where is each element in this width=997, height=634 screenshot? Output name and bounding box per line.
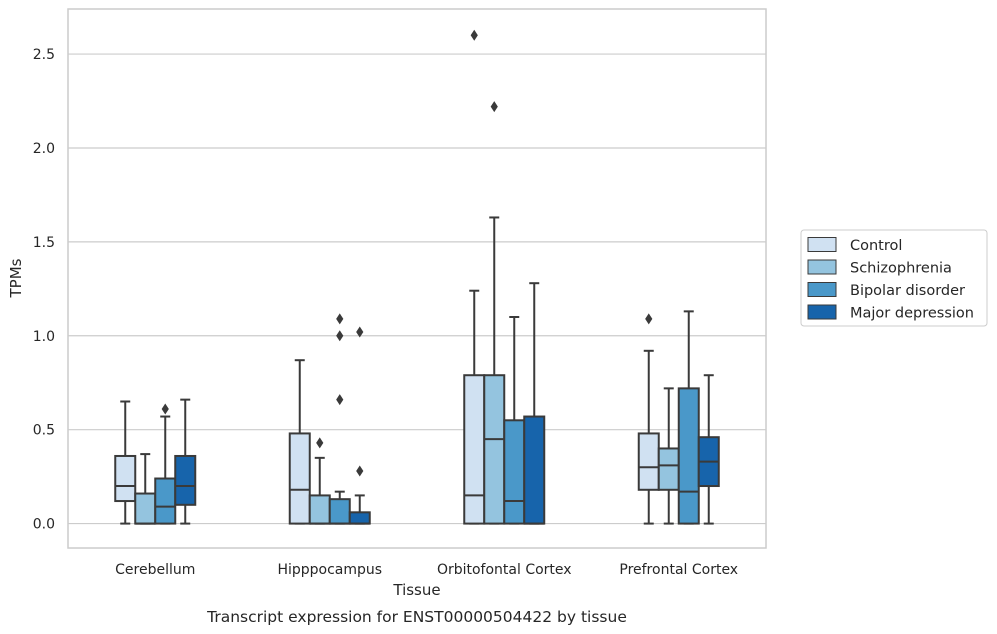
box-body xyxy=(677,387,700,525)
legend-swatch-schizophrenia xyxy=(807,259,837,275)
box-body xyxy=(503,419,526,525)
outlier-point xyxy=(161,403,169,415)
outlier-point xyxy=(336,330,344,342)
y-tick-label: 1.5 xyxy=(33,235,55,251)
box-schizophrenia-orbitofontal-cortex xyxy=(483,101,506,525)
box-major-depression-prefrontal-cortex xyxy=(697,374,720,525)
legend-swatch-bipolar-disorder xyxy=(807,282,837,297)
legend-swatch-control xyxy=(807,237,837,252)
box-body xyxy=(348,511,371,525)
box-body xyxy=(288,432,311,525)
legend-swatch-major-depression xyxy=(807,304,837,320)
box-major-depression-cerebellum xyxy=(174,398,197,525)
outlier-point xyxy=(336,394,344,406)
plot-frame xyxy=(67,8,767,549)
box-schizophrenia-prefrontal-cortex xyxy=(657,387,680,525)
box-schizophrenia-hipppocampus xyxy=(308,437,331,525)
legend: Control Schizophrenia Bipolar disorder Majo… xyxy=(800,229,988,327)
box-major-depression-orbitofontal-cortex xyxy=(523,282,546,525)
y-axis-label: TPMs xyxy=(7,258,25,298)
x-axis-label: Tissue xyxy=(392,581,440,599)
box-control-orbitofontal-cortex xyxy=(463,29,486,525)
box-schizophrenia-cerebellum xyxy=(134,453,157,525)
box-bipolar-disorder-cerebellum xyxy=(154,403,177,525)
legend-label-schizophrenia: Schizophrenia xyxy=(850,261,952,277)
y-tick-label: 2.0 xyxy=(33,141,55,157)
box-body xyxy=(114,454,137,503)
outlier-point xyxy=(356,326,364,338)
x-tick-label: Prefrontal Cortex xyxy=(619,562,738,578)
chart-caption: Transcript expression for ENST0000050442… xyxy=(206,608,627,626)
y-axis-ticks: 0.0 0.5 1.0 1.5 2.0 2.5 xyxy=(33,47,55,533)
box-body xyxy=(463,374,486,525)
box-control-prefrontal-cortex xyxy=(637,313,660,525)
x-tick-label: Orbitofontal Cortex xyxy=(437,562,572,578)
outlier-point xyxy=(316,437,324,449)
box-major-depression-hipppocampus xyxy=(348,326,371,525)
outlier-point xyxy=(336,313,344,325)
box-body xyxy=(154,477,177,525)
x-tick-label: Hipppocampus xyxy=(277,562,382,578)
legend-frame xyxy=(800,229,988,327)
box-body xyxy=(328,498,351,525)
plot-area xyxy=(114,29,720,525)
outlier-point xyxy=(356,465,364,477)
box-control-hipppocampus xyxy=(288,359,311,525)
box-body xyxy=(483,374,506,525)
box-body xyxy=(308,494,331,525)
outlier-point xyxy=(470,29,478,41)
y-tick-label: 2.5 xyxy=(33,47,55,63)
x-axis-ticks: Cerebellum Hipppocampus Orbitofontal Corte… xyxy=(115,562,738,578)
box-bipolar-disorder-hipppocampus xyxy=(328,313,351,525)
legend-label-major-depression: Major depression xyxy=(850,306,974,322)
y-tick-label: 0.5 xyxy=(33,423,55,439)
outlier-point xyxy=(490,101,498,113)
outlier-point xyxy=(645,313,653,325)
box-bipolar-disorder-prefrontal-cortex xyxy=(677,310,700,525)
y-tick-label: 0.0 xyxy=(33,517,55,533)
y-tick-label: 1.0 xyxy=(33,329,55,345)
x-tick-label: Cerebellum xyxy=(115,562,195,578)
box-body xyxy=(523,415,546,525)
legend-label-bipolar-disorder: Bipolar disorder xyxy=(850,283,965,299)
box-body xyxy=(657,447,680,491)
box-body xyxy=(637,432,660,491)
box-control-cerebellum xyxy=(114,400,137,525)
legend-label-control: Control xyxy=(850,238,902,254)
box-bipolar-disorder-orbitofontal-cortex xyxy=(503,316,526,525)
box-body xyxy=(174,454,197,506)
box-body xyxy=(134,492,157,525)
